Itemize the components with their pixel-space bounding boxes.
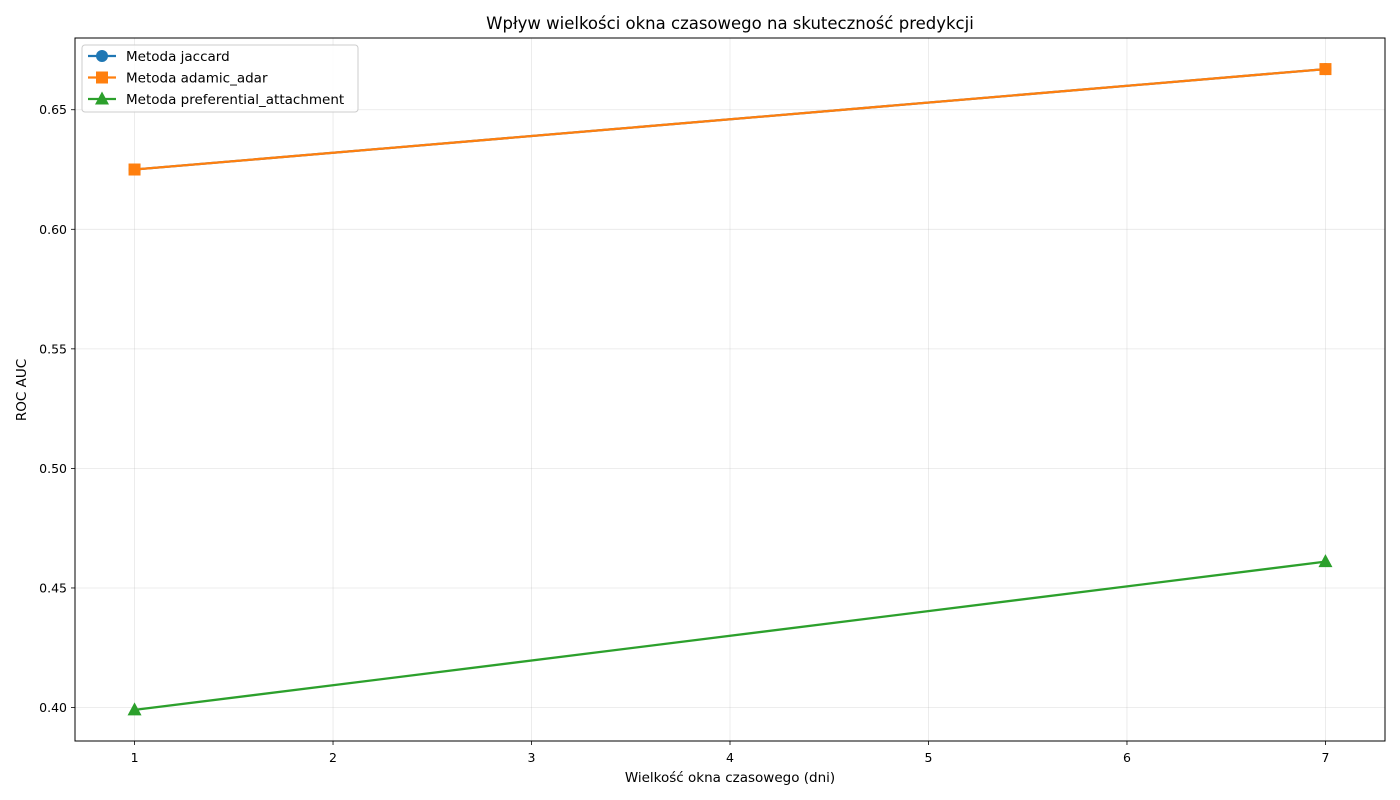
y-tick-label: 0.40	[39, 700, 67, 715]
legend-item: Metoda preferential_attachment	[88, 91, 344, 108]
y-axis: 0.40 0.45 0.50 0.55 0.60 0.65	[39, 102, 75, 715]
legend-marker	[96, 71, 108, 84]
legend-label: Metoda jaccard	[126, 49, 230, 65]
y-axis-label: ROC AUC	[14, 359, 30, 421]
y-tick-label: 0.45	[39, 580, 67, 595]
legend-label: Metoda preferential_attachment	[126, 92, 344, 108]
x-tick-label: 6	[1123, 750, 1131, 765]
chart-title: Wpływ wielkości okna czasowego na skutec…	[486, 14, 974, 33]
y-tick-label: 0.55	[39, 341, 67, 356]
x-axis: 1 2 3 4 5 6 7	[131, 741, 1329, 765]
legend-item: Metoda jaccard	[88, 49, 230, 65]
legend-box	[81, 44, 359, 113]
y-tick-label: 0.65	[39, 102, 67, 117]
series-line	[134, 67, 1326, 171]
legend-marker	[96, 50, 108, 62]
series-1	[128, 63, 1332, 176]
x-tick-label: 3	[528, 750, 536, 765]
x-tick-label: 4	[726, 750, 734, 765]
series-group	[127, 63, 1333, 716]
data-point	[127, 702, 142, 716]
data-point	[1319, 63, 1332, 76]
x-tick-label: 5	[925, 750, 933, 765]
data-point	[128, 163, 141, 176]
legend-label: Metoda adamic_adar	[126, 71, 268, 87]
x-tick-label: 2	[329, 750, 337, 765]
y-tick-label: 0.50	[39, 461, 67, 476]
series-2	[127, 554, 1333, 716]
legend: Metoda jaccard Metoda adamic_adar Metoda p…	[81, 44, 359, 113]
series-line	[134, 560, 1326, 712]
x-tick-label: 7	[1321, 750, 1329, 765]
x-tick-label: 1	[131, 750, 139, 765]
legend-item: Metoda adamic_adar	[88, 71, 268, 87]
x-axis-label: Wielkość okna czasowego (dni)	[625, 770, 835, 786]
legend-marker	[95, 91, 109, 105]
y-tick-label: 0.60	[39, 222, 67, 237]
data-point	[1318, 554, 1333, 568]
grid	[75, 38, 1385, 741]
